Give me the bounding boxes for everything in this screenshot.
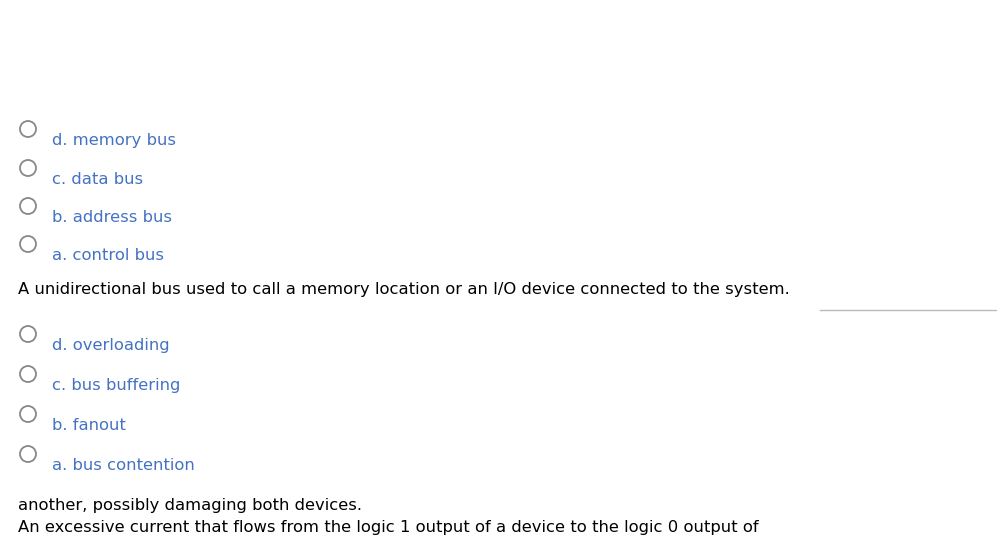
Text: c. data bus: c. data bus	[52, 172, 144, 187]
Text: b. fanout: b. fanout	[52, 418, 126, 433]
Text: a. control bus: a. control bus	[52, 248, 164, 263]
Text: a. bus contention: a. bus contention	[52, 458, 194, 473]
Text: b. address bus: b. address bus	[52, 210, 172, 225]
Text: d. memory bus: d. memory bus	[52, 133, 176, 148]
Text: d. overloading: d. overloading	[52, 338, 169, 353]
Text: An excessive current that flows from the logic 1 output of a device to the logic: An excessive current that flows from the…	[18, 520, 759, 535]
Text: c. bus buffering: c. bus buffering	[52, 378, 180, 393]
Text: A unidirectional bus used to call a memory location or an I/O device connected t: A unidirectional bus used to call a memo…	[18, 282, 790, 297]
Text: another, possibly damaging both devices.: another, possibly damaging both devices.	[18, 498, 362, 513]
